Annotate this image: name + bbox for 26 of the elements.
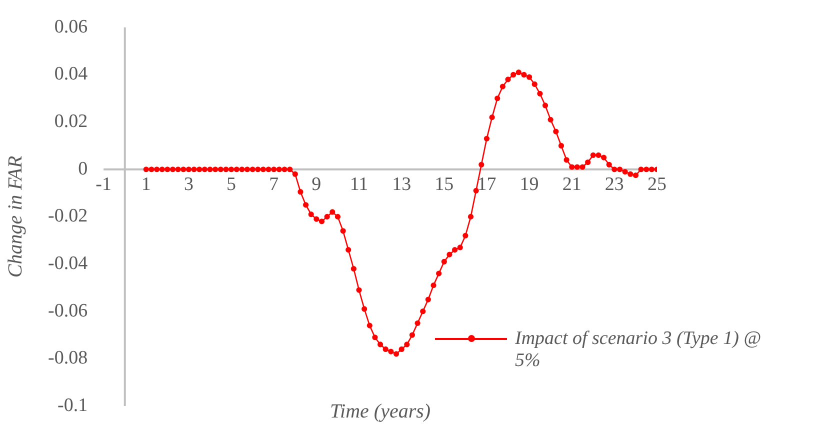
x-tick-label: -1 — [96, 174, 112, 195]
y-tick-label: -0.06 — [48, 300, 88, 322]
y-tick-label: 0 — [78, 158, 88, 180]
x-tick-label: 17 — [477, 174, 496, 195]
y-tick-label: 0.04 — [54, 64, 88, 85]
x-tick-label: 1 — [141, 174, 151, 195]
y-tick-label: -0.02 — [48, 206, 88, 227]
y-tick-label: -0.04 — [48, 253, 88, 274]
y-tick-label: 0.02 — [54, 111, 88, 132]
x-tick-label: 23 — [604, 174, 624, 195]
x-axis-title: Time (years) — [330, 400, 431, 422]
x-tick-label: 13 — [392, 174, 412, 195]
y-axis-title: Change in FAR — [4, 156, 26, 278]
y-tick-label: 0.06 — [54, 16, 88, 38]
x-tick-label: 3 — [184, 174, 194, 195]
y-tick-label: -0.08 — [48, 348, 88, 369]
legend-label: Impact of scenario 3 (Type 1) @ 5% — [515, 328, 762, 372]
x-tick-label: 25 — [648, 174, 666, 195]
x-tick-label: 5 — [226, 174, 236, 195]
x-tick-label: 21 — [562, 174, 582, 195]
x-tick-label: 15 — [434, 174, 454, 195]
y-tick-label: -0.1 — [58, 394, 88, 416]
x-tick-label: 9 — [312, 174, 322, 195]
x-tick-label: 7 — [269, 174, 279, 195]
x-tick-label: 19 — [520, 174, 539, 195]
x-tick-label: 11 — [350, 174, 368, 195]
